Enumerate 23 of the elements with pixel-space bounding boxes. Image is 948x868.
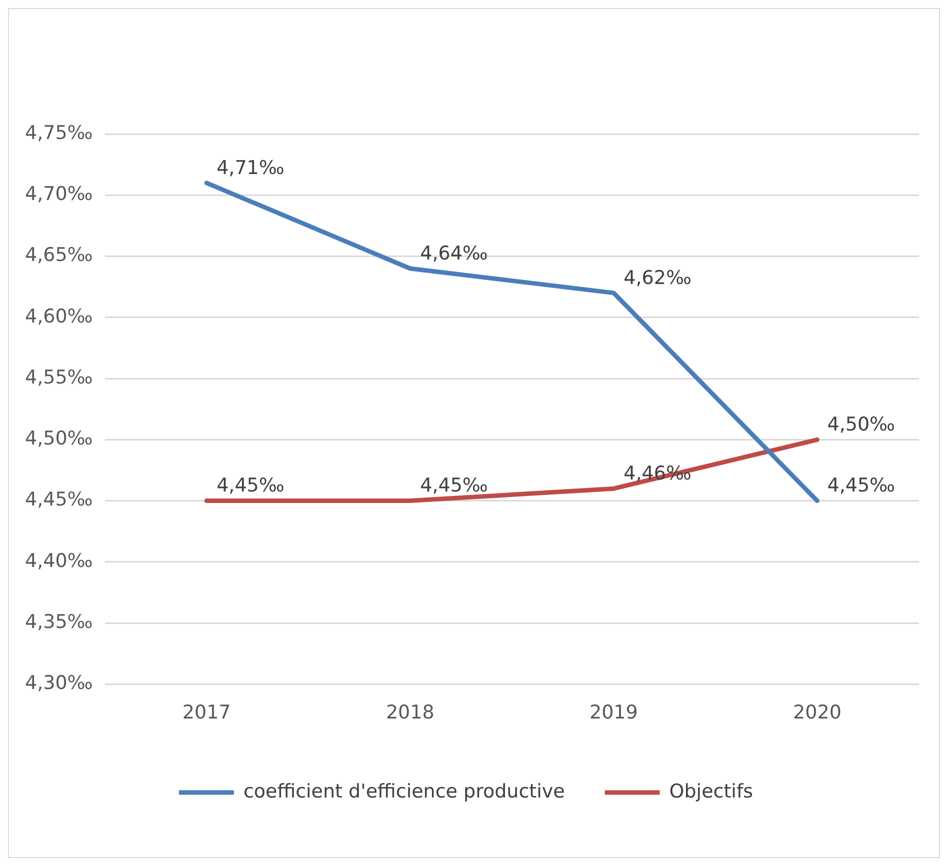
y-tick-label: 4,75‰	[24, 122, 93, 144]
y-tick-label: 4,65‰	[24, 244, 93, 266]
legend-label: Objectifs	[669, 780, 754, 802]
y-tick-label: 4,40‰	[24, 550, 93, 572]
y-tick-label: 4,70‰	[24, 183, 93, 206]
data-label: 4,45‰	[216, 474, 284, 497]
y-tick-label: 4,50‰	[24, 428, 93, 450]
x-tick-label: 2019	[589, 702, 638, 724]
x-tick-label: 2018	[386, 702, 434, 724]
y-tick-label: 4,55‰	[24, 366, 93, 388]
y-tick-label: 4,45‰	[24, 488, 93, 511]
data-label: 4,45‰	[827, 474, 896, 497]
x-tick-label: 2017	[182, 702, 231, 724]
y-tick-label: 4,30‰	[24, 672, 93, 694]
y-tick-label: 4,60‰	[24, 305, 93, 328]
data-label: 4,45‰	[420, 474, 488, 497]
data-label: 4,62‰	[624, 266, 692, 289]
data-label: 4,64‰	[420, 242, 488, 264]
data-label: 4,50‰	[827, 414, 896, 436]
legend-label: coefficient d'efficience productive	[243, 780, 565, 802]
y-tick-label: 4,35‰	[24, 611, 93, 634]
data-label: 4,71‰	[216, 156, 284, 179]
x-tick-label: 2020	[793, 702, 842, 724]
